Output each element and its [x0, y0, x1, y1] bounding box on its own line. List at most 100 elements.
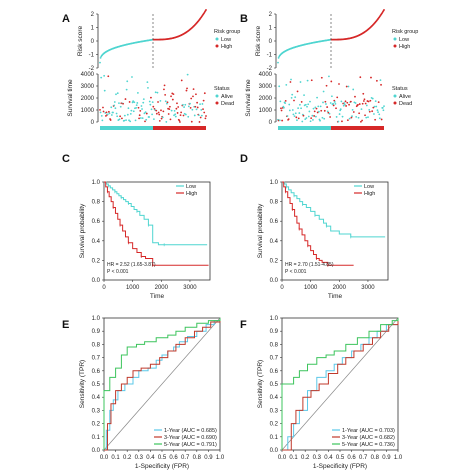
survival-time-point: [317, 105, 320, 108]
survival-time-point: [335, 116, 338, 118]
survival-time-point: [306, 79, 309, 82]
panel-letter-d: D: [240, 153, 248, 165]
km-x-axis-title: Time: [150, 293, 165, 300]
survival-time-point: [147, 86, 149, 89]
survival-time-point: [352, 111, 355, 113]
survival-time-point: [374, 118, 377, 121]
roc-x-tick-label: 0.8: [193, 455, 202, 461]
km-x-tick-label: 2000: [333, 285, 347, 291]
survival-time-point: [143, 112, 146, 115]
survival-time-point: [345, 105, 348, 107]
survival-time-point: [317, 110, 320, 113]
roc-y-axis-title: Sensitivity (TPR): [79, 360, 86, 408]
roc-x-tick-label: 1.0: [394, 455, 403, 461]
survival-time-point: [300, 107, 302, 110]
km-x-tick-label: 2000: [155, 285, 169, 291]
survival-time-point: [373, 113, 375, 115]
survival-time-point: [364, 102, 367, 105]
survival-time-point: [300, 101, 303, 103]
survival-time-point: [162, 110, 165, 113]
survival-time-point: [154, 91, 157, 94]
low-risk-bar: [278, 126, 331, 130]
survival-time-point: [106, 113, 109, 116]
survival-time-point: [313, 110, 316, 113]
survival-time-point: [164, 100, 167, 103]
survival-time-point: [157, 111, 160, 114]
survival-time-point: [145, 118, 148, 121]
survival-time-point: [335, 107, 337, 110]
survival-time-point: [310, 79, 313, 82]
survival-time-point: [293, 115, 296, 118]
survival-time-point: [128, 119, 130, 122]
roc-x-tick-label: 0.6: [169, 455, 178, 461]
risk-score-y-tick-label: 1: [269, 26, 273, 32]
survival-time-point: [294, 112, 297, 115]
risk-score-point: [205, 9, 207, 11]
survival-time-point: [102, 110, 105, 113]
survival-time-point: [301, 120, 304, 123]
survival-time-point: [158, 119, 161, 122]
survival-time-point: [303, 94, 305, 96]
survival-time-point: [343, 102, 346, 104]
survival-time-point: [189, 102, 191, 105]
survival-time-point: [100, 76, 103, 79]
survival-time-point: [151, 101, 154, 104]
survival-time-point: [141, 108, 143, 110]
survival-time-point: [118, 102, 120, 105]
survival-time-point: [324, 100, 327, 103]
roc-curve-1-year: [282, 318, 399, 451]
km-hazard-ratio: HR = 2.52 (1.65-3.87): [107, 262, 156, 268]
survival-time-point: [184, 113, 187, 116]
survival-time-point: [160, 117, 163, 120]
survival-time-point: [308, 110, 311, 113]
survival-time-point: [110, 106, 113, 109]
survival-time-point: [148, 100, 151, 103]
survival-time-point: [204, 117, 207, 120]
panel-letter-f: F: [240, 319, 247, 331]
survival-time-point: [166, 101, 169, 104]
survival-time-point: [320, 109, 323, 112]
survival-time-y-tick-label: 1000: [259, 108, 273, 114]
survival-time-point: [133, 101, 136, 104]
survival-time-point: [129, 112, 132, 115]
survival-time-point: [295, 116, 298, 119]
legend-dead-label: Dead: [221, 101, 234, 107]
survival-time-point: [287, 118, 290, 121]
survival-time-point: [320, 76, 323, 79]
survival-time-point: [169, 118, 172, 121]
roc-curve-3-year: [282, 318, 399, 451]
survival-time-point: [145, 112, 148, 115]
survival-time-point: [357, 116, 360, 119]
survival-time-point: [330, 80, 333, 83]
roc-legend-label: 5-Year (AUC = 0.791): [164, 442, 217, 448]
survival-time-point: [314, 106, 317, 109]
survival-time-point: [380, 118, 383, 121]
survival-time-point: [338, 113, 341, 115]
roc-y-tick-label: 0.7: [92, 356, 101, 362]
survival-time-y-tick-label: 2000: [259, 96, 273, 102]
survival-time-point: [164, 93, 167, 96]
survival-time-point: [382, 109, 385, 112]
legend-alive-marker: [215, 94, 219, 98]
survival-time-point: [323, 109, 326, 112]
km-x-tick-label: 0: [280, 285, 284, 291]
roc-x-tick-label: 0.3: [313, 455, 322, 461]
survival-time-point: [203, 92, 206, 95]
survival-time-point: [346, 119, 349, 122]
survival-time-point: [130, 109, 133, 112]
survival-time-point: [361, 102, 364, 105]
survival-time-point: [186, 73, 189, 76]
survival-time-point: [350, 116, 353, 119]
survival-time-point: [345, 85, 348, 88]
survival-time-point: [336, 96, 339, 99]
roc-y-axis-title: Sensitivity (TPR): [257, 360, 264, 408]
km-y-tick-label: 0.2: [270, 258, 279, 264]
roc-diagonal: [103, 317, 221, 451]
survival-time-point: [315, 107, 318, 110]
survival-time-point: [327, 111, 330, 114]
survival-time-point: [142, 98, 145, 101]
survival-time-point: [107, 110, 110, 113]
survival-time-point: [365, 116, 368, 119]
survival-time-point: [135, 104, 138, 106]
survival-time-point: [187, 105, 190, 108]
